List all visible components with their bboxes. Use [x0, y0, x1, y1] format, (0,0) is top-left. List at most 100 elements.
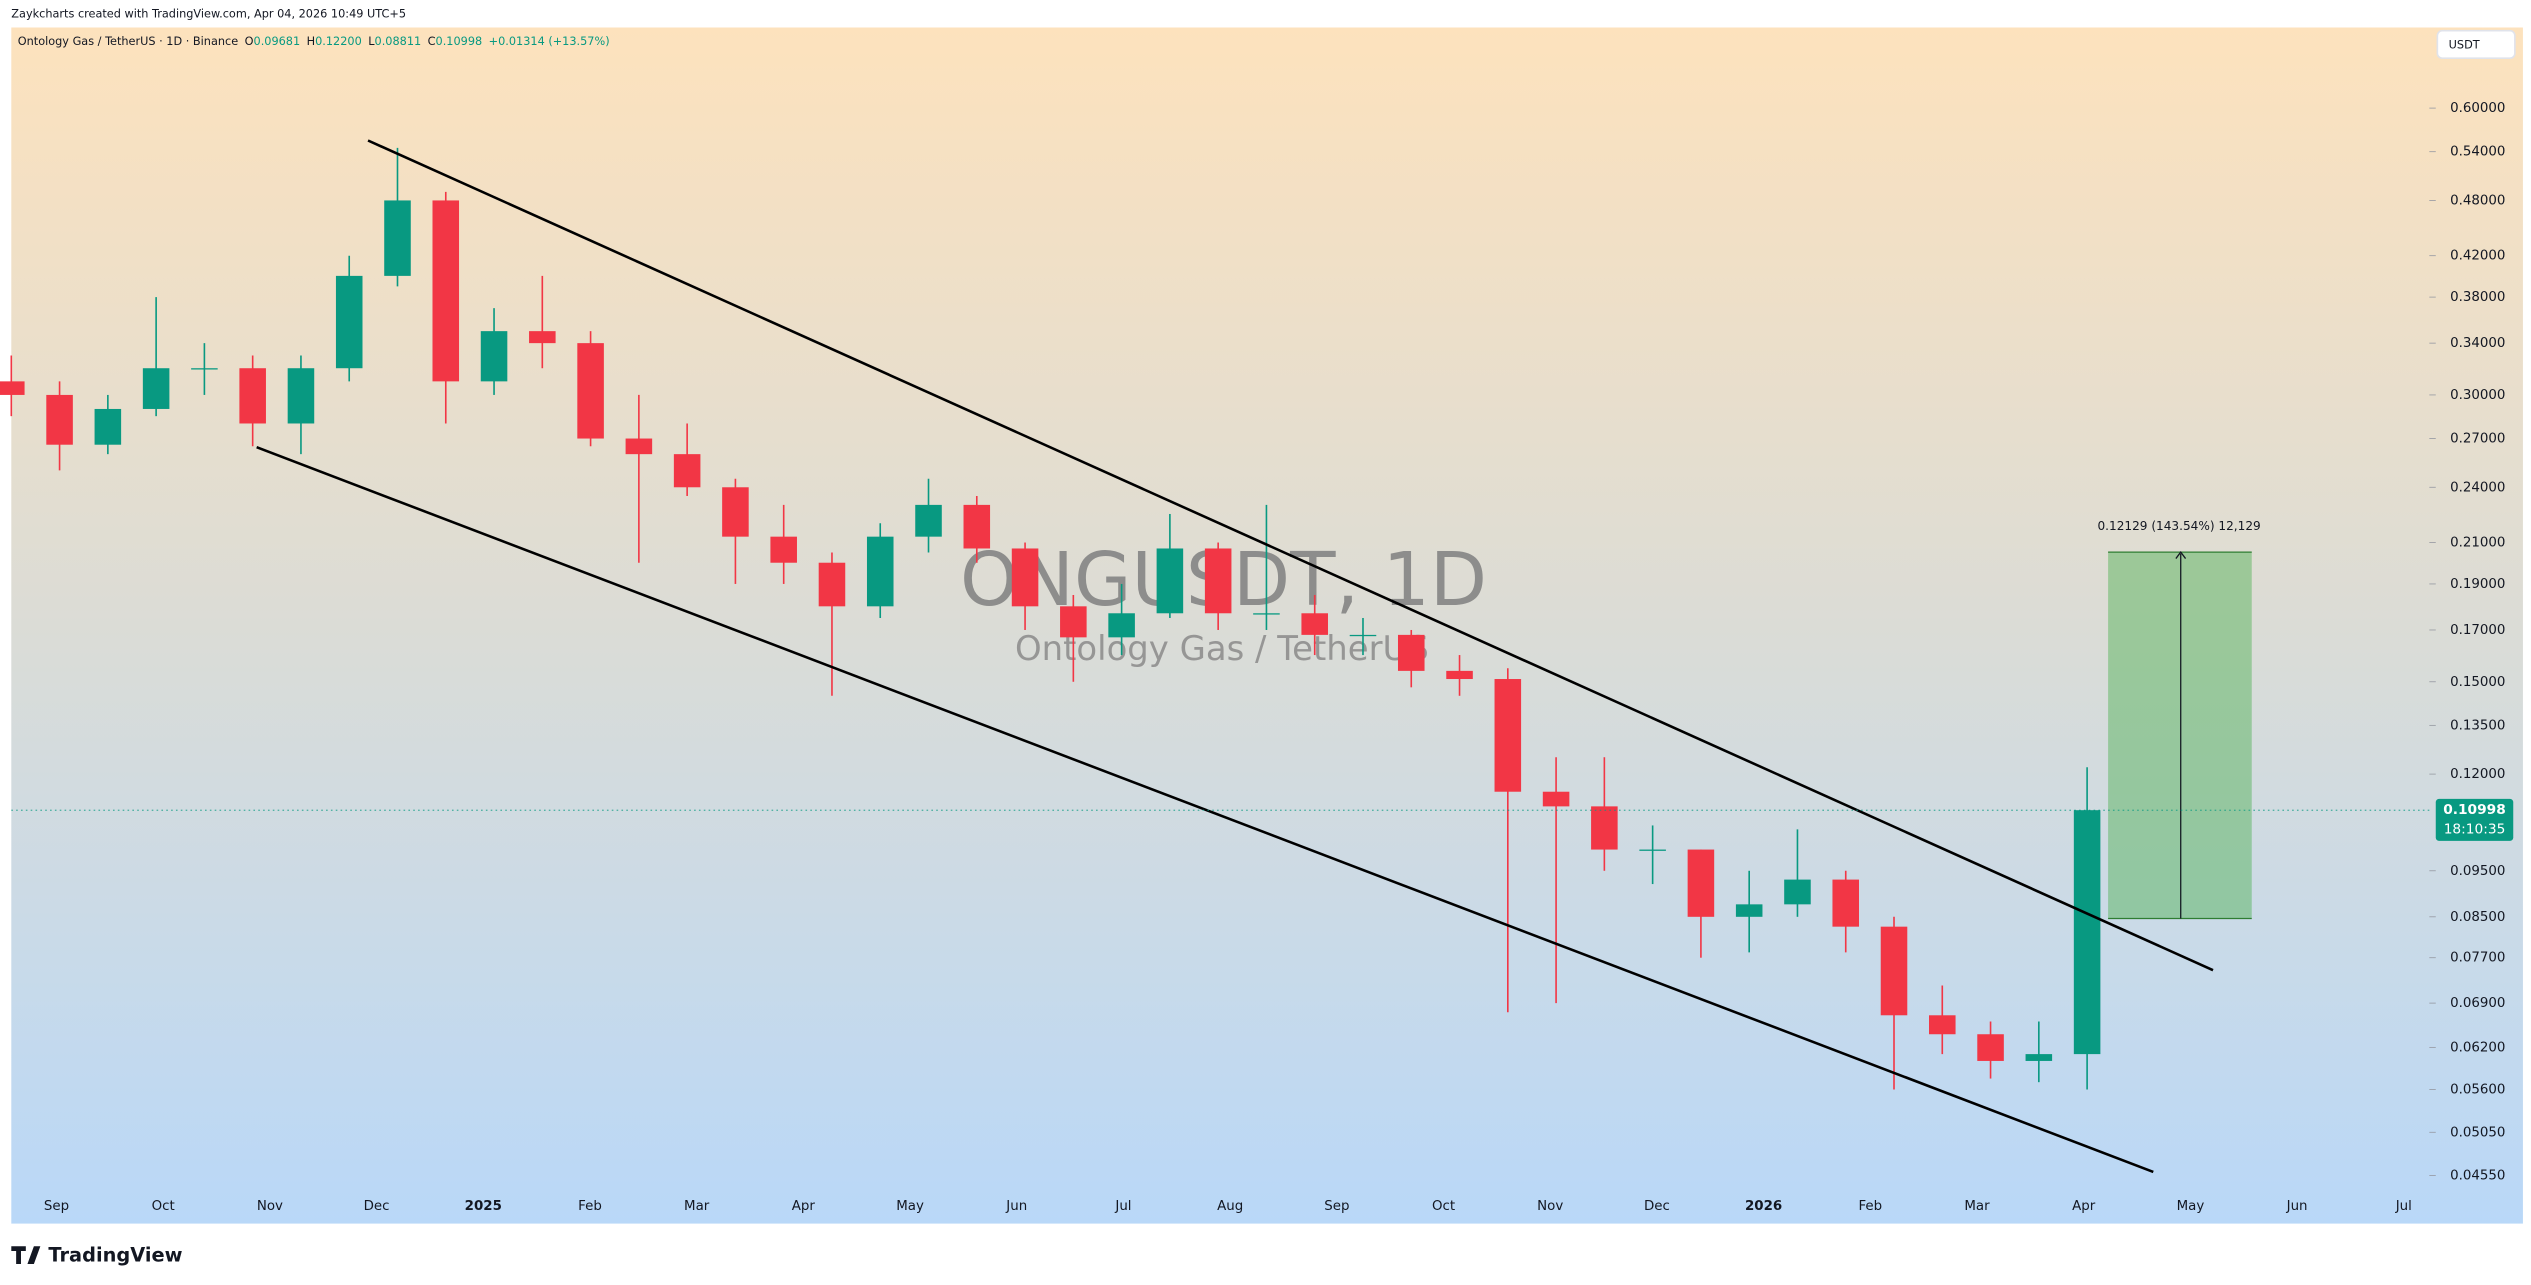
candle-body — [818, 562, 846, 607]
candle-body — [46, 394, 73, 445]
candle-body — [384, 200, 411, 276]
ohlc-value: 0.08811 — [375, 35, 422, 48]
candle-body — [770, 536, 797, 563]
x-tick-label: Apr — [792, 1199, 816, 1214]
candle-body — [1494, 679, 1522, 792]
y-tick-label: 0.30000 — [2450, 388, 2505, 403]
upper-trendline — [367, 139, 2214, 972]
ohlc-key: C — [428, 35, 436, 48]
y-tick-label: 0.21000 — [2450, 536, 2505, 551]
measure-label: 0.12129 (143.54%) 12,129 — [2097, 519, 2260, 533]
y-tick-label: 0.12000 — [2450, 767, 2505, 782]
x-tick-label: Apr — [2072, 1199, 2096, 1214]
y-tick-label: 0.09500 — [2450, 864, 2505, 879]
y-tick-label: 0.08500 — [2450, 910, 2505, 925]
candle-body — [2025, 1054, 2053, 1061]
y-tick-label: 0.34000 — [2450, 336, 2505, 351]
y-tick-label: 0.60000 — [2450, 101, 2505, 116]
y-tick-label: 0.05050 — [2450, 1125, 2505, 1140]
candle-body — [1060, 606, 1087, 638]
x-tick-label: May — [2177, 1199, 2205, 1214]
y-tick-label: 0.27000 — [2450, 432, 2505, 447]
candle-body — [1397, 634, 1425, 671]
candle-body — [480, 331, 508, 382]
candle-body — [1977, 1034, 2004, 1061]
y-tick-label: 0.19000 — [2450, 577, 2505, 592]
candle-body — [142, 368, 170, 409]
candle-body — [1735, 904, 1763, 917]
legend-header: Ontology Gas / TetherUS · 1D · Binance O… — [18, 35, 610, 48]
ohlc-key: L — [368, 35, 375, 48]
x-tick-label: Oct — [152, 1199, 175, 1214]
x-tick-label: Sep — [1324, 1199, 1349, 1214]
x-tick-label: 2026 — [1745, 1199, 1782, 1214]
y-tick-label: 0.17000 — [2450, 623, 2505, 638]
y-tick-label: 0.13500 — [2450, 718, 2505, 733]
candle-body — [1204, 548, 1232, 614]
candle-body — [529, 331, 556, 344]
x-tick-label: Dec — [1644, 1199, 1670, 1214]
x-tick-label: Dec — [364, 1199, 390, 1214]
candle-body — [1784, 879, 1811, 905]
x-tick-label: Nov — [1537, 1199, 1563, 1214]
candle-body — [1156, 548, 1184, 614]
x-tick-label: Aug — [1217, 1199, 1243, 1214]
x-axis: Sep Oct Nov Dec 2025 Feb Mar Apr May Jun Jul Aug Sep… — [44, 1199, 2412, 1214]
x-tick-label: Jul — [1114, 1199, 1131, 1214]
candle-body — [673, 454, 701, 488]
candle-body — [1639, 849, 1666, 851]
candle-body — [1349, 634, 1377, 637]
candle-body — [1880, 926, 1908, 1016]
y-tick-label: 0.48000 — [2450, 193, 2505, 208]
candle-body — [1011, 548, 1039, 607]
candle-body — [1108, 613, 1135, 638]
candle-body — [1687, 849, 1715, 917]
currency: USDT — [2449, 38, 2480, 51]
x-tick-label: Mar — [1964, 1199, 1990, 1214]
candle-body — [335, 275, 363, 369]
x-tick-label: Nov — [257, 1199, 283, 1214]
candle-body — [191, 368, 218, 370]
last-price-box — [2435, 798, 2514, 841]
measure-box — [2108, 552, 2252, 919]
candle-body — [1929, 1015, 1956, 1035]
logo: TradingView — [11, 1243, 183, 1266]
last-price: 0.10998 — [2443, 802, 2506, 818]
candle-body — [866, 536, 894, 607]
candle-body — [1446, 670, 1473, 680]
candle-body — [722, 487, 749, 537]
ohlc-value: 0.12200 — [315, 35, 362, 48]
symbol: Ontology Gas / TetherUS · 1D · Binance — [18, 35, 238, 48]
last-price-label: 0.10998 18:10:35 — [11, 798, 2514, 841]
ohlc-key: O — [245, 35, 254, 48]
candle-body — [1591, 806, 1618, 850]
candle-body — [2073, 810, 2101, 1055]
y-tick-label: 0.06200 — [2450, 1040, 2505, 1055]
x-tick-label: Oct — [1432, 1199, 1455, 1214]
x-tick-label: Jun — [1005, 1199, 1027, 1214]
x-tick-label: May — [896, 1199, 924, 1214]
candle-body — [915, 504, 942, 537]
logo-mark — [11, 1246, 41, 1264]
credit: Zaykcharts created with TradingView.com,… — [11, 8, 406, 21]
ohlc-value: 0.09681 — [254, 35, 301, 48]
x-tick-label: Jun — [2286, 1199, 2308, 1214]
y-tick-label: 0.42000 — [2450, 249, 2505, 264]
y-tick-label: 0.15000 — [2450, 675, 2505, 690]
currency-box — [2436, 29, 2516, 59]
measure-arrowhead — [2175, 551, 2187, 559]
candle-body — [94, 408, 122, 445]
candle-body — [625, 438, 653, 455]
ohlc-value: 0.10998 — [436, 35, 483, 48]
ohlc-key: H — [307, 35, 315, 48]
y-tick-label: 0.24000 — [2450, 480, 2505, 495]
candle-body — [963, 504, 991, 549]
x-tick-label: 2025 — [465, 1199, 502, 1214]
x-tick-label: Mar — [684, 1199, 710, 1214]
candle-body — [1542, 791, 1570, 807]
candle-body — [577, 343, 604, 439]
y-tick-label: 0.06900 — [2450, 996, 2505, 1011]
candle-body — [432, 200, 460, 382]
